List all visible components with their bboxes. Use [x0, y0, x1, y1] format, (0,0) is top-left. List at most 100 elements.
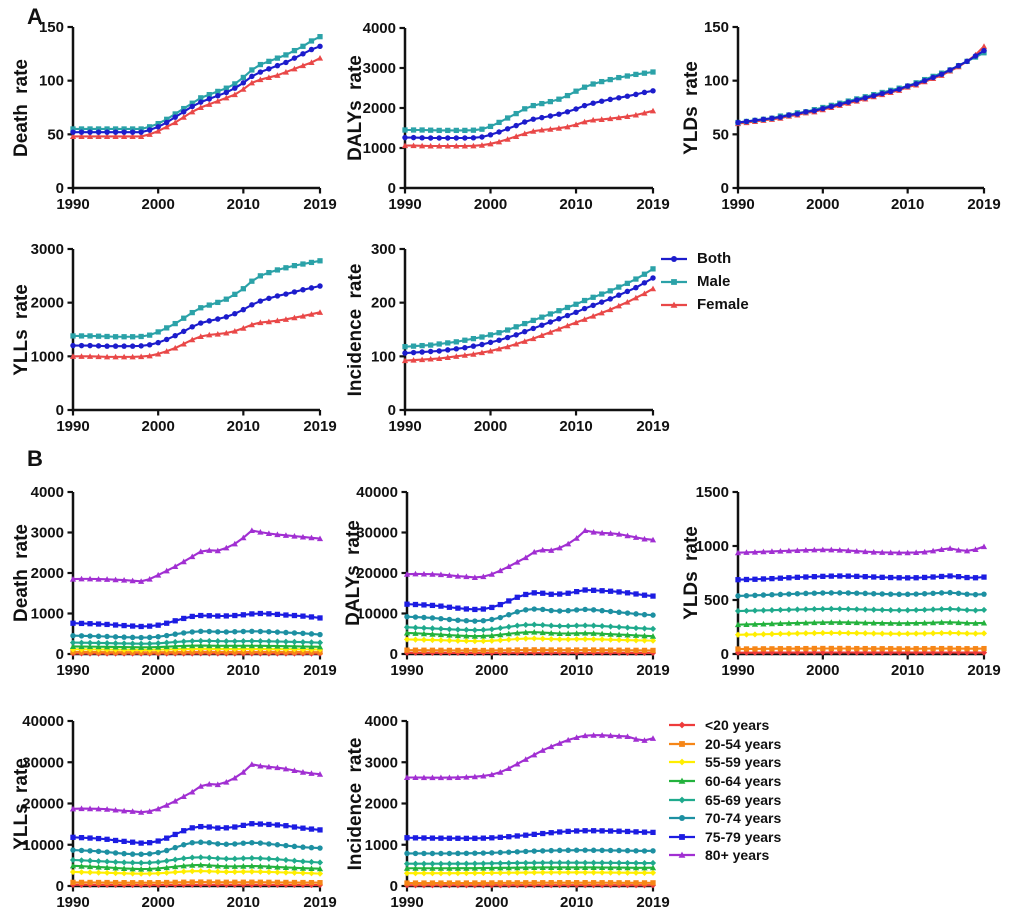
legend-label: Female	[697, 296, 749, 313]
svg-text:4000: 4000	[365, 713, 398, 730]
svg-text:1000: 1000	[31, 606, 64, 623]
svg-text:2010: 2010	[891, 662, 924, 679]
chart-ylds-rate-by-sex: YLDs rate 0 50 100 150 1990 2000 2010 2019	[680, 0, 1021, 226]
svg-text:1990: 1990	[56, 196, 89, 213]
legend-label: <20 years	[705, 717, 770, 734]
svg-text:2010: 2010	[891, 196, 924, 213]
svg-text:1000: 1000	[696, 538, 729, 555]
svg-text:2019: 2019	[303, 418, 336, 435]
svg-text:0: 0	[388, 402, 396, 419]
svg-text:2000: 2000	[475, 662, 508, 679]
plot-dalys-rate-by-sex: 0 1000 2000 3000 4000 1990 2000 2010 2019	[363, 20, 670, 213]
20-54-line-marker-icon	[668, 738, 696, 750]
svg-text:2000: 2000	[363, 100, 396, 117]
legend-label: 75-79 years	[705, 828, 782, 845]
svg-text:10000: 10000	[22, 837, 64, 854]
under-20-line-marker-icon	[668, 719, 696, 731]
svg-text:20000: 20000	[356, 565, 398, 582]
chart-incidence-rate-by-age: Incidence rate 0 1000 2000 3000 4000 1990 2000…	[340, 684, 672, 920]
panel-a-label: A	[27, 4, 43, 29]
legend-label: Male	[697, 273, 731, 290]
legend-label: 80+ years	[705, 847, 770, 864]
chart-dalys-rate-by-sex: DALYs rate 0 1000 2000 3000 4000 1990 2000 2010…	[340, 0, 672, 226]
svg-text:100: 100	[371, 348, 396, 365]
svg-text:2019: 2019	[303, 662, 336, 679]
80-plus-line-marker-icon	[668, 849, 696, 861]
panel-b-label: B	[27, 446, 43, 471]
both-line-marker-icon	[660, 253, 688, 265]
svg-text:2000: 2000	[474, 196, 507, 213]
legend-item-80-plus: 80+ years	[668, 846, 781, 865]
svg-text:1990: 1990	[56, 894, 89, 911]
svg-text:50: 50	[47, 126, 64, 143]
svg-text:100: 100	[704, 73, 729, 90]
plot-ylls-rate-by-sex: 0 1000 2000 3000 1990 2000 2010 2019	[31, 241, 337, 435]
legend-label: Both	[697, 250, 732, 267]
svg-text:0: 0	[388, 180, 396, 197]
svg-text:50: 50	[712, 126, 729, 143]
svg-text:2000: 2000	[474, 418, 507, 435]
svg-text:4000: 4000	[363, 20, 396, 37]
plot-dalys-rate-by-age: 0 10000 20000 30000 40000 1990 2000 2010 2019	[356, 484, 669, 679]
legend-item-65-69: 65-69 years	[668, 790, 781, 809]
svg-text:2010: 2010	[559, 196, 592, 213]
svg-text:0: 0	[721, 646, 729, 663]
65-69-line-marker-icon	[668, 794, 696, 806]
legend-item-under-20: <20 years	[668, 716, 781, 735]
svg-text:200: 200	[371, 295, 396, 312]
svg-text:2010: 2010	[227, 196, 260, 213]
svg-text:0: 0	[56, 180, 64, 197]
svg-text:1000: 1000	[31, 348, 64, 365]
svg-text:1000: 1000	[365, 837, 398, 854]
svg-text:2010: 2010	[227, 894, 260, 911]
svg-text:2010: 2010	[560, 662, 593, 679]
svg-text:2000: 2000	[141, 662, 174, 679]
svg-text:0: 0	[56, 646, 64, 663]
legend-item-20-54: 20-54 years	[668, 735, 781, 754]
svg-text:150: 150	[39, 19, 64, 36]
age-group-legend: <20 years 20-54 years 55-59 years 60-64 …	[668, 716, 781, 865]
svg-text:2019: 2019	[303, 196, 336, 213]
svg-text:2019: 2019	[967, 196, 1000, 213]
svg-text:100: 100	[39, 73, 64, 90]
svg-text:1000: 1000	[363, 140, 396, 157]
chart-ylls-rate-by-age: YLLs rate 0 10000 20000 30000 40000 1990 2000 2…	[0, 684, 345, 920]
svg-text:2019: 2019	[303, 894, 336, 911]
legend-label: 60-64 years	[705, 773, 782, 790]
svg-text:10000: 10000	[356, 606, 398, 623]
svg-text:0: 0	[721, 180, 729, 197]
svg-text:1990: 1990	[721, 662, 754, 679]
legend-item-female: Female	[660, 293, 749, 316]
plot-ylls-rate-by-age: 0 10000 20000 30000 40000 1990 2000 2010 2019	[22, 713, 336, 911]
svg-text:20000: 20000	[22, 796, 64, 813]
svg-text:1990: 1990	[388, 418, 421, 435]
chart-death-rate-by-sex: Death rate 0 50 100 150 1990 2000 2010 2019	[0, 0, 345, 226]
legend-label: 55-59 years	[705, 754, 782, 771]
plot-ylds-rate-by-age: 0 500 1000 1500 1990 2000 2010 2019	[696, 484, 1001, 679]
svg-text:0: 0	[390, 878, 398, 895]
svg-text:2000: 2000	[141, 894, 174, 911]
sex-legend: Both Male Female	[660, 247, 749, 316]
svg-text:0: 0	[56, 878, 64, 895]
svg-text:40000: 40000	[22, 713, 64, 730]
svg-text:4000: 4000	[31, 484, 64, 501]
svg-text:2019: 2019	[636, 662, 669, 679]
chart-ylls-rate-by-sex: YLLs rate 0 1000 2000 3000 1990 2000 2010 2019	[0, 228, 345, 454]
svg-text:2019: 2019	[636, 418, 669, 435]
svg-text:30000: 30000	[22, 754, 64, 771]
svg-text:2010: 2010	[227, 662, 260, 679]
svg-text:1990: 1990	[388, 196, 421, 213]
svg-text:2000: 2000	[141, 196, 174, 213]
chart-ylds-rate-by-age: YLDs rate 0 500 1000 1500 1990 2000 2010 2019	[680, 452, 1021, 682]
svg-text:2000: 2000	[806, 196, 839, 213]
svg-text:150: 150	[704, 19, 729, 36]
legend-label: 65-69 years	[705, 791, 782, 808]
svg-text:2019: 2019	[636, 894, 669, 911]
svg-text:0: 0	[56, 402, 64, 419]
svg-text:300: 300	[371, 241, 396, 258]
svg-text:500: 500	[704, 592, 729, 609]
plot-death-rate-by-age: 0 1000 2000 3000 4000 1990 2000 2010 2019	[31, 484, 337, 679]
svg-text:1500: 1500	[696, 484, 729, 501]
svg-text:2000: 2000	[141, 418, 174, 435]
legend-label: 70-74 years	[705, 810, 782, 827]
